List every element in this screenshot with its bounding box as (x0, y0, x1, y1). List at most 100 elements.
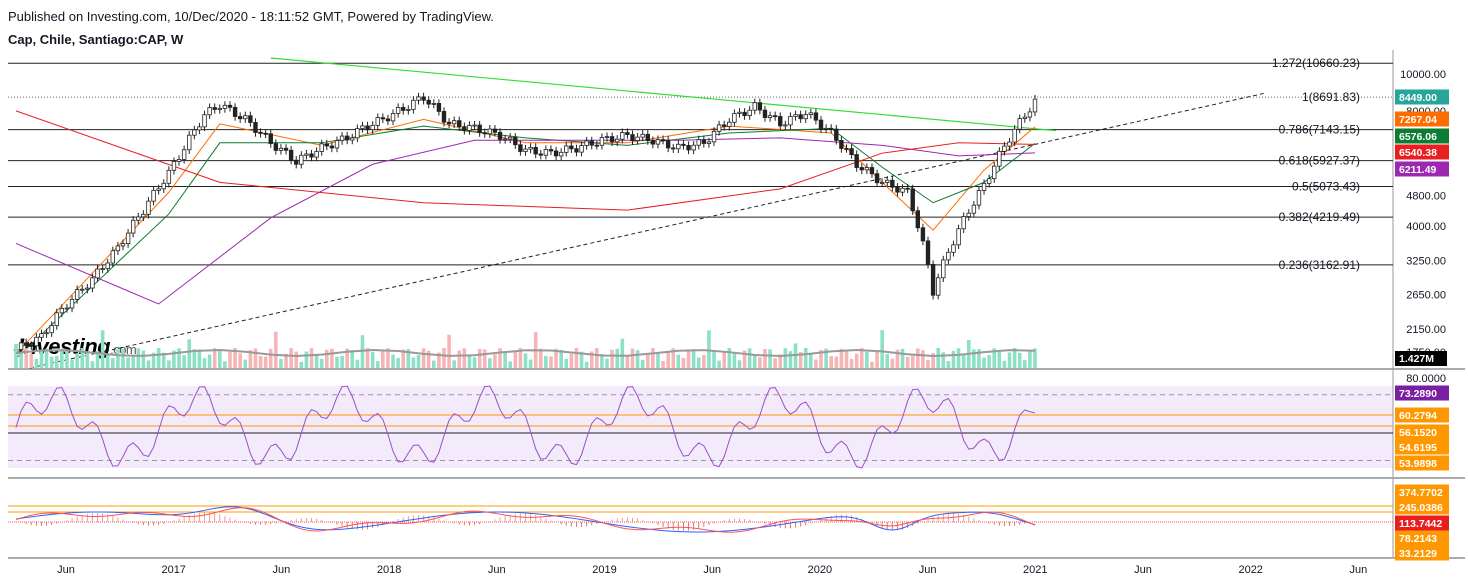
volume-bar (814, 359, 818, 368)
candle-body (401, 107, 406, 111)
y-tick-label: 2650.00 (1406, 289, 1446, 301)
volume-bar (956, 348, 961, 368)
candle-body (212, 107, 217, 110)
candle-body (18, 342, 24, 350)
rsi-tag-label: 56.1520 (1399, 427, 1437, 439)
volume-bar (39, 349, 44, 368)
candle-body (849, 148, 854, 155)
volume-bar (126, 357, 130, 368)
volume-bar (488, 358, 492, 368)
x-tick-label: Jun (1134, 564, 1152, 576)
volume-bar (192, 349, 197, 368)
candle-body (528, 147, 533, 150)
volume-bar (452, 360, 456, 368)
candle-body (426, 99, 431, 105)
x-tick-label: 2022 (1238, 564, 1262, 576)
volume-bar (65, 350, 69, 368)
candle-body (192, 129, 197, 136)
volume-bar (696, 357, 701, 368)
moving-average-line (15, 110, 1036, 211)
candle-body (569, 145, 574, 150)
candle-body (538, 153, 543, 156)
volume-bar (951, 350, 956, 368)
candle-body (518, 144, 523, 152)
candle-body (543, 149, 549, 156)
volume-bar (493, 354, 497, 368)
candle-body (355, 128, 360, 139)
volume-bar (146, 360, 151, 368)
volume-bar (508, 361, 513, 368)
volume-bar (763, 348, 767, 368)
candle-body (120, 243, 126, 247)
volume-bar (350, 350, 355, 368)
candle-body (1027, 111, 1033, 118)
volume-bar (803, 348, 808, 368)
volume-bar (589, 351, 594, 368)
volume-bar (442, 348, 446, 368)
y-tick-label: 2150.00 (1406, 324, 1446, 336)
x-tick-label: 2018 (377, 564, 401, 576)
candle-body (1002, 145, 1007, 152)
volume-bar (218, 351, 222, 368)
volume-bar (90, 361, 95, 368)
candle-body (986, 178, 992, 184)
volume-bar (167, 360, 171, 368)
candle-body (436, 102, 442, 112)
volume-bar (666, 350, 670, 368)
volume-bar (987, 355, 991, 368)
volume-bar (997, 350, 1002, 368)
x-tick-label: Jun (488, 564, 506, 576)
volume-bar (335, 356, 339, 368)
volume-bar (355, 359, 360, 368)
rsi-tag-box (1395, 385, 1449, 401)
volume-bar (564, 359, 569, 368)
volume-bar (921, 350, 925, 368)
volume-bar (742, 350, 747, 368)
volume-bar (895, 349, 900, 368)
candle-body (604, 136, 610, 139)
candle-body (722, 124, 727, 127)
rsi-tag-box (1395, 455, 1449, 471)
volume-bar (431, 360, 436, 368)
candle-body (895, 186, 900, 193)
volume-bar (839, 348, 844, 368)
candle-body (788, 116, 793, 126)
candle-body (431, 102, 436, 105)
candle-body (497, 131, 503, 140)
candle-body (645, 133, 650, 142)
volume-bar (365, 348, 370, 368)
macd-signal-line (15, 507, 1036, 533)
volume-bar (1002, 360, 1007, 368)
candle-body (599, 137, 605, 146)
volume-bar (1033, 348, 1037, 368)
candle-body (691, 144, 696, 151)
volume-bar (783, 348, 788, 368)
candle-body (574, 148, 579, 153)
candle-body (732, 113, 737, 123)
candle-body (421, 96, 426, 101)
candle-body (778, 116, 783, 127)
candle-body (171, 161, 177, 171)
y-tick-label: 10000.00 (1400, 69, 1446, 81)
volume-bar (752, 355, 757, 368)
candle-body (69, 298, 75, 309)
candle-body (370, 124, 375, 131)
volume-bar (549, 356, 553, 368)
macd-tag-label: 113.7442 (1399, 518, 1442, 530)
volume-bar (330, 348, 334, 368)
macd-line (15, 506, 1036, 533)
volume-bar (54, 355, 59, 368)
volume-bar (60, 348, 64, 368)
x-tick-label: 2021 (1023, 564, 1047, 576)
x-tick-label: Jun (273, 564, 291, 576)
candle-body (278, 147, 284, 151)
candle-body (161, 182, 166, 190)
candle-body (839, 139, 844, 149)
candle-body (197, 126, 202, 131)
candle-body (365, 125, 370, 131)
fib-level-label: 0.618(5927.37) (1279, 154, 1360, 168)
volume-bar (472, 357, 477, 368)
volume-bar (319, 358, 324, 368)
candle-body (243, 115, 248, 120)
